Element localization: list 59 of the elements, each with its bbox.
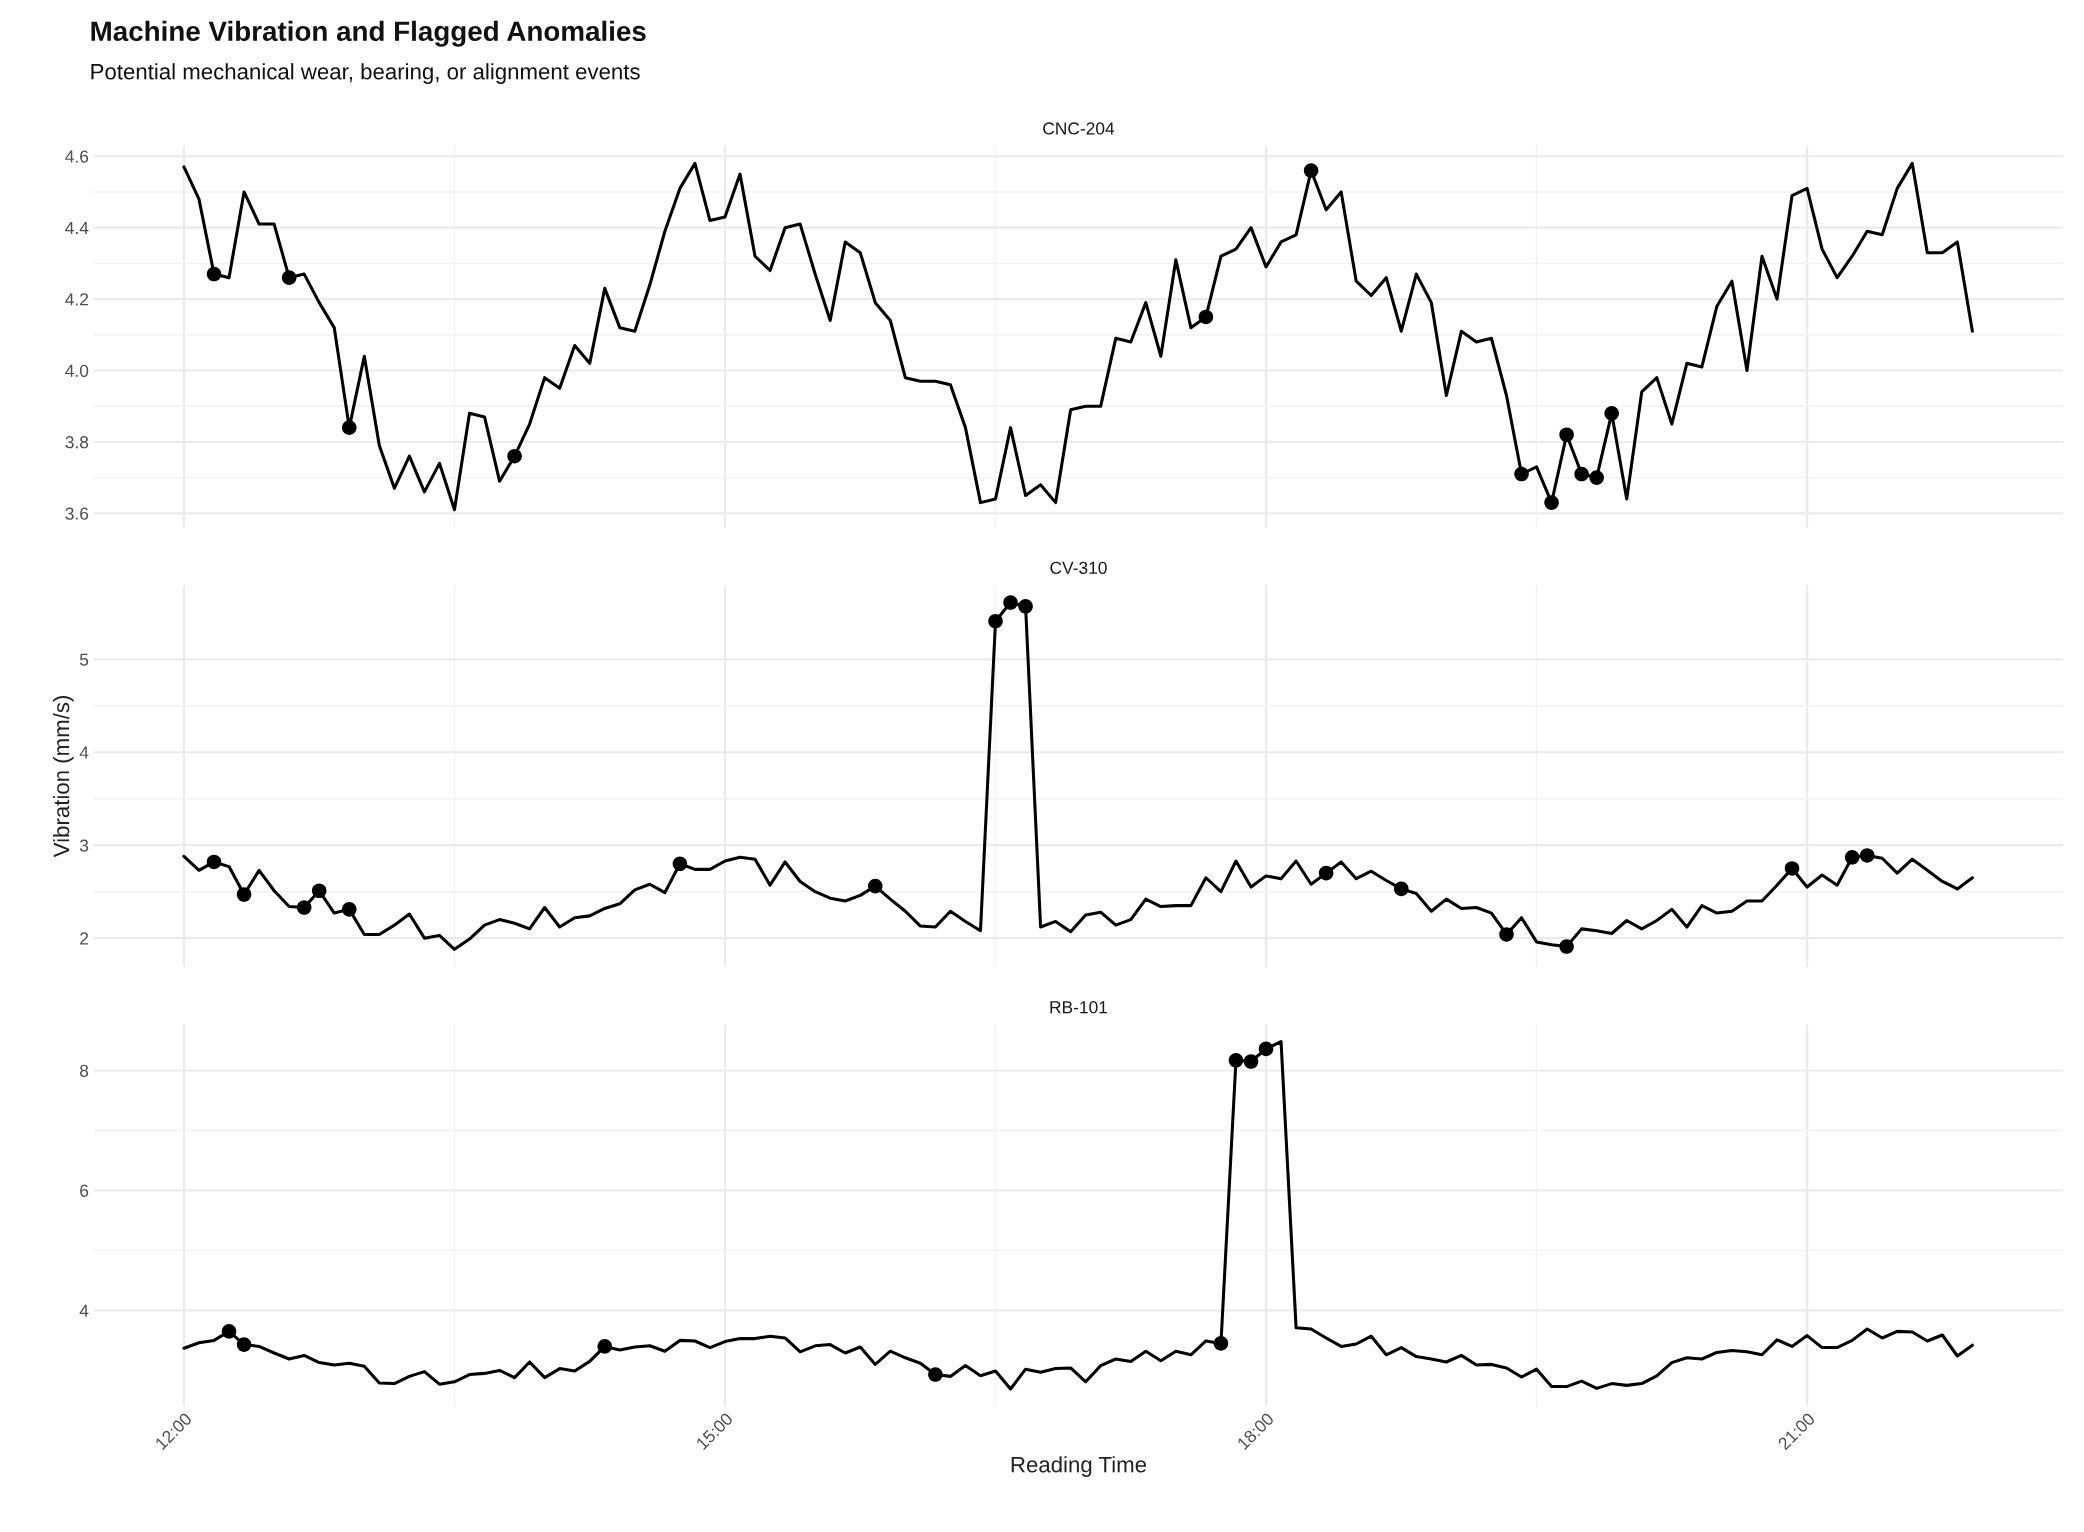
point (1514, 466, 1529, 482)
point (597, 1339, 613, 1354)
point (928, 1367, 943, 1382)
point (1243, 1054, 1259, 1069)
point (1499, 927, 1514, 942)
point (1859, 848, 1875, 863)
y-tick-label: 4 (79, 746, 89, 759)
point (1604, 406, 1619, 421)
y-tick-label: 3 (79, 839, 89, 852)
point (1228, 1053, 1244, 1068)
y-tick-label: 4.4 (65, 222, 89, 234)
y-tick-label: 4.6 (65, 150, 89, 163)
y-tick-label: 8 (80, 1064, 89, 1077)
point (988, 613, 1003, 629)
chart-title: CNC-204 (1043, 122, 1115, 135)
point (1574, 466, 1589, 482)
line-series (182, 1040, 1974, 1391)
point (296, 900, 312, 915)
point (1018, 599, 1033, 614)
point (1544, 495, 1559, 510)
point (341, 902, 357, 917)
y-tick-label: 6 (80, 1184, 89, 1197)
point (281, 270, 297, 285)
point (867, 878, 883, 894)
point (1303, 163, 1319, 178)
y-tick-label: 3.6 (65, 507, 89, 520)
y-tick-label: 4.2 (65, 293, 89, 306)
point (1844, 850, 1860, 865)
point (221, 1324, 237, 1339)
text: Machine Vibration and Flagged Anomalies (91, 20, 646, 47)
point (1559, 939, 1574, 954)
point (1213, 1336, 1229, 1351)
y-tick-label: 4 (79, 1304, 89, 1317)
y-tick-label: 4.0 (65, 364, 89, 377)
point (341, 420, 357, 435)
text: Potential mechanical wear, bearing, or alignment events (91, 63, 640, 84)
point (1318, 865, 1334, 881)
line-series (182, 161, 1974, 512)
point (1198, 309, 1214, 325)
chart-title: CV-310 (1050, 561, 1107, 574)
chart-title: RB-101 (1050, 1001, 1108, 1014)
x-axis-title: Reading Time (1011, 1456, 1147, 1477)
y-tick-label: 5 (79, 653, 89, 666)
y-tick-label: 3.8 (65, 436, 89, 449)
point (507, 448, 522, 464)
point (672, 856, 688, 872)
point (206, 854, 222, 870)
point (236, 1337, 252, 1352)
point (1784, 861, 1800, 876)
point (1258, 1041, 1274, 1057)
y-tick-label: 2 (80, 932, 89, 945)
point (236, 887, 252, 902)
point (206, 266, 222, 282)
point (311, 883, 327, 899)
point (1003, 595, 1018, 610)
point (1394, 881, 1409, 897)
point (1559, 427, 1574, 443)
point (1589, 470, 1604, 485)
y-axis-title: Vibration (mm/s) (52, 696, 74, 858)
